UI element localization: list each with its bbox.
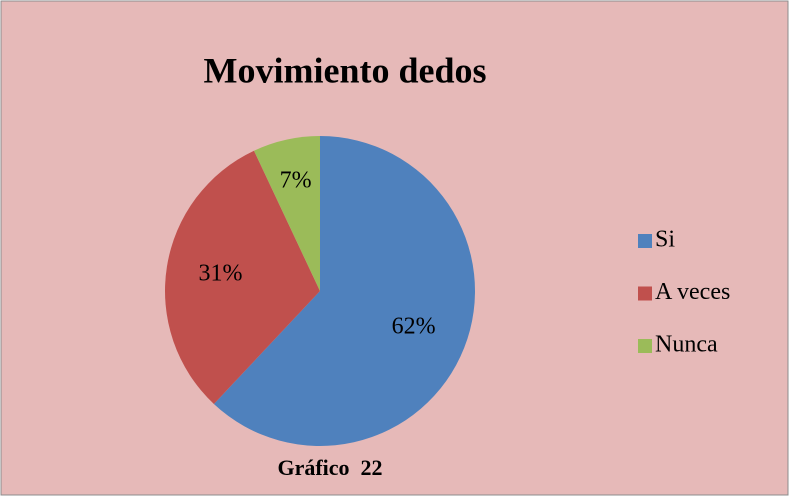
chart-title: Movimiento dedos <box>204 50 487 90</box>
data-label: 7% <box>280 168 312 194</box>
pie-slice <box>254 136 320 291</box>
legend-label: A veces <box>655 279 730 305</box>
pie-slice <box>213 136 475 447</box>
data-label: 62% <box>392 314 436 340</box>
legend-swatch <box>638 286 652 301</box>
data-label: 31% <box>198 261 242 287</box>
pie-slice <box>164 150 320 404</box>
legend-swatch <box>638 234 652 248</box>
caption: Gráfico 22 <box>277 455 382 480</box>
legend-label: Nunca <box>655 332 718 358</box>
legend-label: Si <box>655 227 675 253</box>
legend-swatch <box>638 339 652 353</box>
